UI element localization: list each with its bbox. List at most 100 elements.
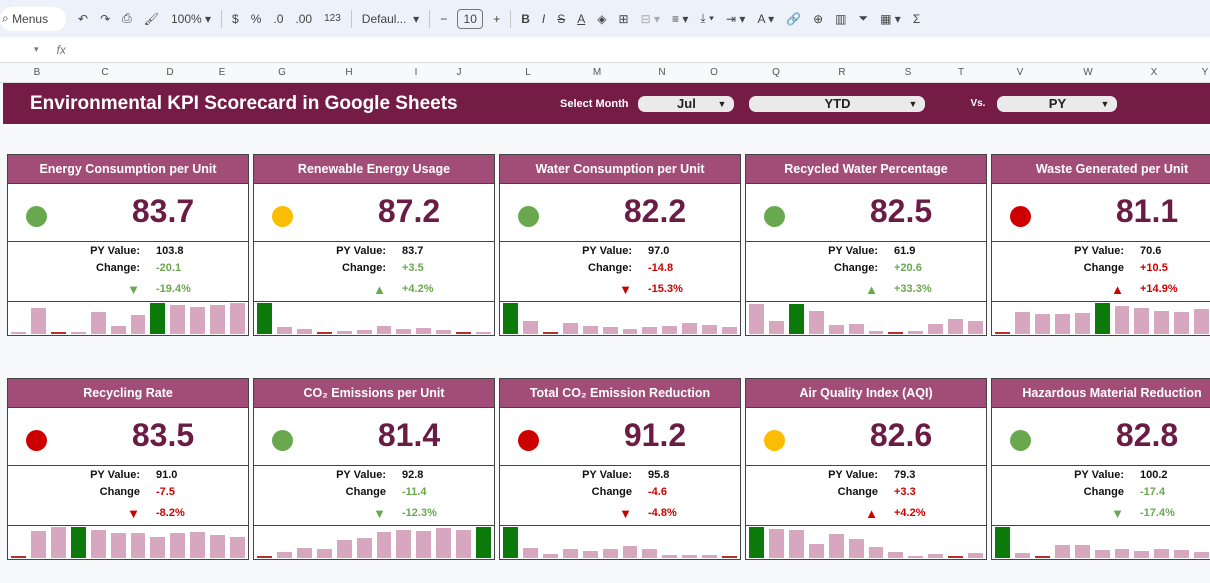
trend-bar: [542, 553, 558, 558]
comment-icon[interactable]: ⊕: [813, 11, 824, 26]
trend-bar: [50, 331, 66, 334]
trend-bar: [948, 318, 964, 334]
font-select[interactable]: Defaul... ▾: [361, 11, 420, 26]
kpi-card: Water Consumption per Unit 82.2 PY Value…: [499, 154, 741, 336]
trend-sparkline: [500, 302, 740, 335]
name-box-dropdown[interactable]: ▾: [34, 44, 39, 54]
trend-sparkline: [746, 526, 986, 559]
trend-bar: [808, 311, 824, 334]
column-header[interactable]: C: [101, 67, 109, 78]
kpi-details: PY Value: 100.2 Change -17.4 ▼ -17.4%: [992, 466, 1210, 526]
filter-icon[interactable]: ⏷: [858, 11, 869, 25]
period-dropdown[interactable]: YTD ▼: [749, 95, 926, 112]
trend-bar: [11, 555, 26, 558]
column-header[interactable]: E: [218, 67, 226, 78]
kpi-details: PY Value: 95.8 Change -4.6 ▼ -4.8%: [500, 466, 740, 526]
column-header[interactable]: D: [166, 67, 174, 78]
decrease-decimal-button[interactable]: .0: [273, 11, 284, 26]
menus-search[interactable]: ⌕ Menus: [0, 6, 66, 31]
kpi-details: PY Value: 91.0 Change -7.5 ▼ -8.2%: [8, 466, 248, 526]
font-size-input[interactable]: 10: [457, 8, 484, 29]
dashboard-header: Environmental KPI Scorecard in Google Sh…: [3, 83, 1210, 124]
functions-button[interactable]: Σ: [912, 11, 921, 26]
trend-bar: [150, 303, 166, 334]
trend-bar: [416, 327, 432, 334]
trend-bar: [868, 330, 884, 334]
trend-bar: [376, 532, 392, 558]
text-rotation-icon[interactable]: A ▾: [757, 11, 775, 26]
column-header[interactable]: T: [957, 67, 965, 78]
redo-icon[interactable]: ↷: [100, 11, 111, 26]
column-header[interactable]: V: [1016, 67, 1024, 78]
column-header[interactable]: I: [414, 67, 418, 78]
compare-dropdown[interactable]: PY ▼: [997, 95, 1118, 112]
column-header[interactable]: G: [278, 67, 286, 78]
align-icon[interactable]: ≡ ▾: [671, 11, 689, 26]
column-header[interactable]: W: [1083, 67, 1093, 78]
strikethrough-icon[interactable]: S: [557, 11, 566, 26]
kpi-title: Air Quality Index (AQI): [746, 379, 986, 408]
decrease-font-button[interactable]: −: [440, 11, 448, 26]
paint-format-icon[interactable]: 🖌: [143, 11, 159, 26]
bold-button[interactable]: B: [521, 11, 530, 26]
status-indicator-icon: [518, 206, 539, 227]
text-color-icon[interactable]: A: [577, 11, 586, 26]
column-header[interactable]: S: [904, 67, 912, 78]
borders-icon[interactable]: ⊞: [618, 11, 629, 26]
month-dropdown[interactable]: Jul ▼: [638, 95, 735, 112]
currency-button[interactable]: $: [232, 11, 239, 26]
text-wrap-icon[interactable]: ⇥ ▾: [726, 11, 746, 26]
column-header[interactable]: R: [838, 67, 846, 78]
py-label: PY Value:: [1074, 245, 1124, 257]
column-header[interactable]: J: [456, 67, 462, 78]
trend-bar: [1014, 312, 1030, 334]
print-icon[interactable]: ⎙: [122, 11, 132, 25]
py-value: 70.6: [1140, 245, 1162, 257]
column-header[interactable]: L: [525, 67, 531, 78]
italic-button[interactable]: I: [541, 11, 546, 26]
column-header[interactable]: O: [710, 67, 718, 78]
kpi-value: 82.5: [869, 193, 933, 229]
trend-bar: [542, 331, 558, 334]
change-label: Change: [837, 486, 878, 498]
trend-bar: [868, 546, 884, 558]
vertical-align-icon[interactable]: ⤓ ▾: [700, 11, 715, 25]
kpi-value: 82.2: [623, 193, 687, 229]
change-value: -17.4: [1140, 486, 1166, 498]
increase-font-button[interactable]: +: [493, 11, 501, 26]
trend-bar: [1074, 313, 1090, 334]
column-header[interactable]: M: [592, 67, 602, 78]
trend-bar: [11, 331, 26, 334]
zoom-select[interactable]: 100% ▾: [170, 11, 212, 26]
merge-cells-icon[interactable]: ⊟ ▾: [640, 11, 660, 26]
change-value: +20.6: [894, 262, 922, 274]
trend-bar: [436, 329, 452, 334]
trend-bar: [456, 331, 472, 334]
py-label: PY Value:: [336, 245, 386, 257]
column-header[interactable]: H: [345, 67, 353, 78]
trend-bar: [562, 322, 578, 334]
trend-bar: [968, 552, 984, 558]
trend-sparkline: [8, 526, 248, 559]
column-header[interactable]: N: [658, 67, 666, 78]
column-header[interactable]: B: [33, 67, 41, 78]
kpi-card: Energy Consumption per Unit 83.7 PY Valu…: [7, 154, 249, 336]
change-value: +3.3: [894, 486, 916, 498]
link-icon[interactable]: 🔗: [786, 11, 802, 26]
trend-bar: [582, 325, 598, 334]
trend-bar: [1014, 552, 1030, 558]
fill-color-icon[interactable]: ◈: [597, 11, 607, 26]
undo-icon[interactable]: ↶: [78, 11, 89, 26]
trend-bar: [90, 312, 106, 334]
column-header[interactable]: X: [1150, 67, 1158, 78]
number-format-button[interactable]: 123: [324, 13, 341, 24]
percent-button[interactable]: %: [250, 11, 262, 26]
column-header[interactable]: Q: [772, 67, 780, 78]
trend-bar: [848, 539, 864, 558]
filter-views-icon[interactable]: ▦ ▾: [880, 11, 901, 26]
status-indicator-icon: [764, 430, 785, 451]
increase-decimal-button[interactable]: .00: [295, 11, 313, 26]
column-header[interactable]: Y: [1201, 67, 1209, 78]
chart-icon[interactable]: ▥: [835, 11, 847, 26]
trend-bar: [257, 303, 272, 334]
